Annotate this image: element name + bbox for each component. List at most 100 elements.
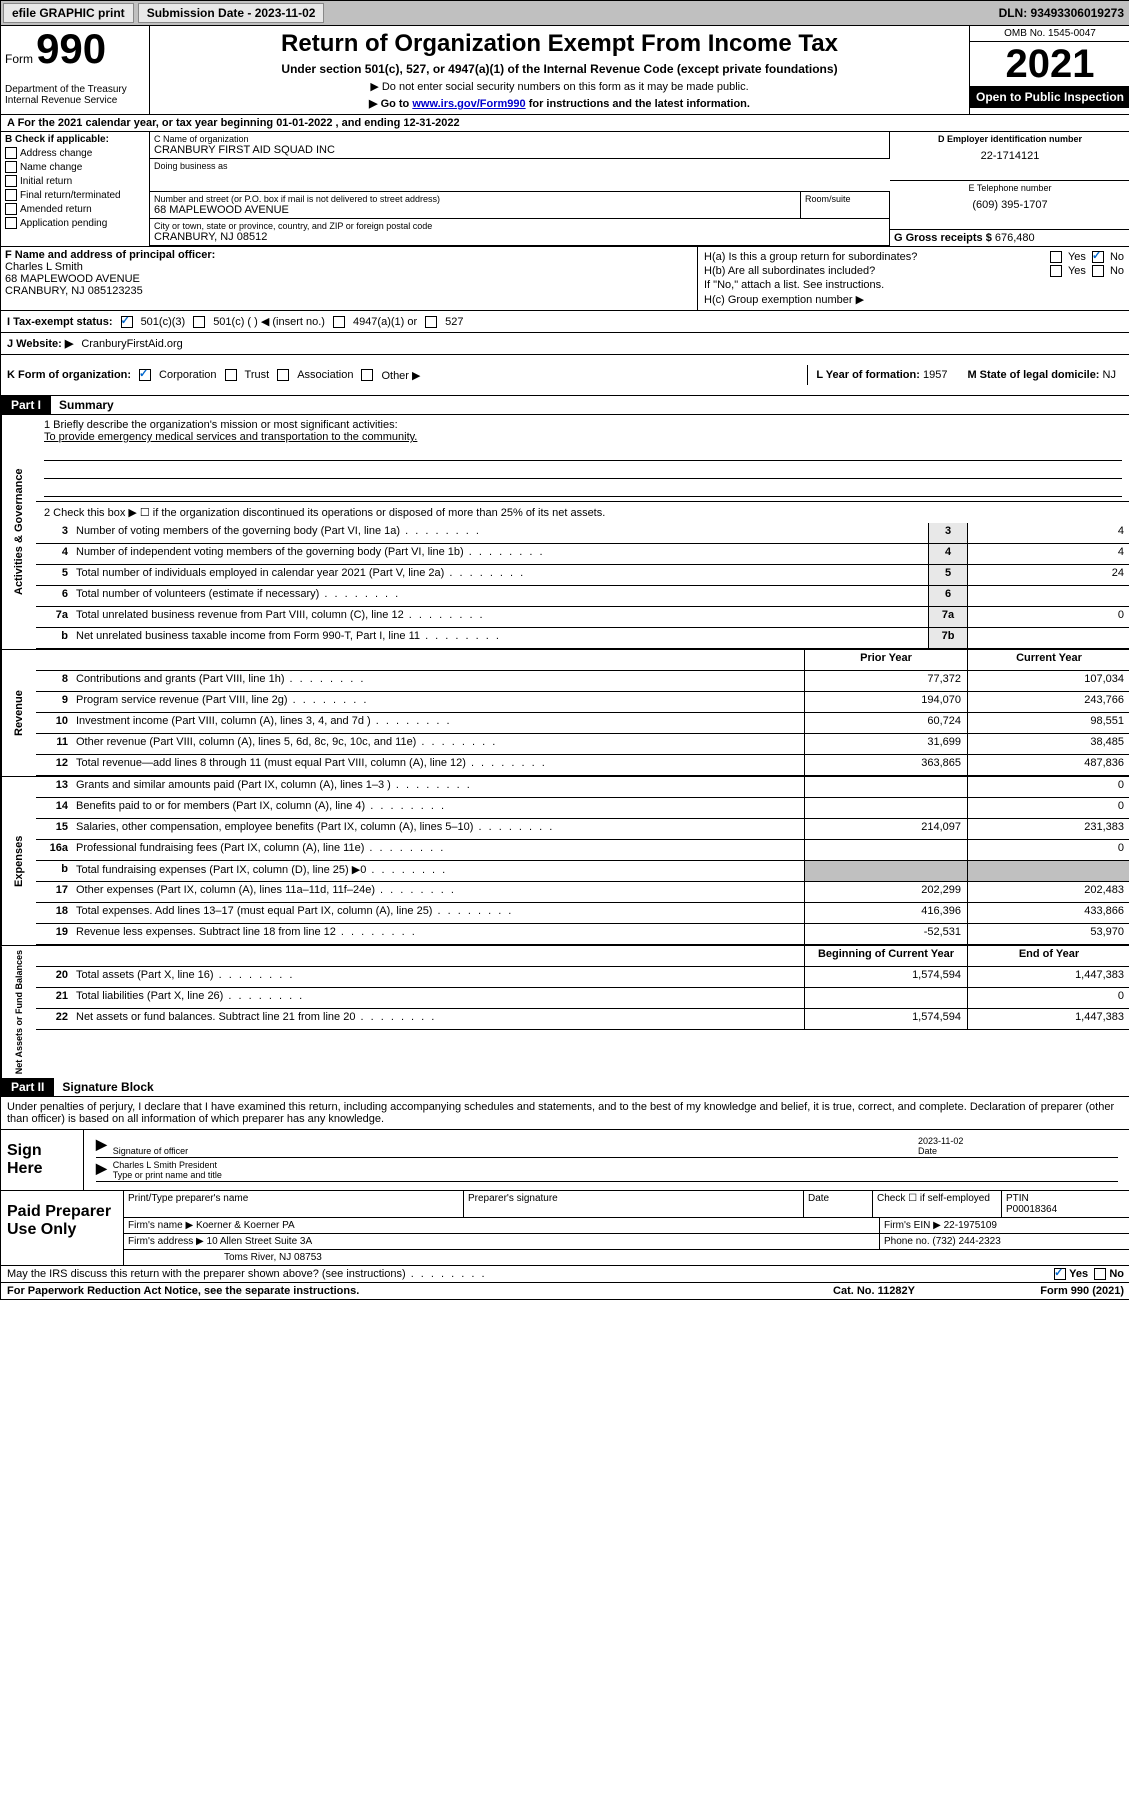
website-row: J Website: ▶ CranburyFirstAid.org [1,333,1129,355]
h-a-line: H(a) Is this a group return for subordin… [704,251,1124,263]
dln-label: DLN: 93493306019273 [999,6,1128,20]
identity-block: B Check if applicable: Address change Na… [1,132,1129,247]
side-revenue: Revenue [1,650,36,776]
summary-line: 12Total revenue—add lines 8 through 11 (… [36,755,1129,776]
firm-addr2: Toms River, NJ 08753 [124,1250,1129,1265]
self-employed-check[interactable]: Check ☐ if self-employed [873,1191,1002,1217]
year-box: OMB No. 1545-0047 2021 Open to Public In… [969,26,1129,114]
cb-trust[interactable] [225,369,237,381]
hb-no[interactable] [1092,265,1104,277]
summary-line: 13Grants and similar amounts paid (Part … [36,777,1129,798]
arrow-icon: ▶ [96,1136,113,1156]
ha-yes[interactable] [1050,251,1062,263]
paid-preparer-label: Paid Preparer Use Only [1,1191,124,1265]
ein-value: 22-1714121 [894,150,1126,162]
ha-no[interactable] [1092,251,1104,263]
cb-amended-return[interactable]: Amended return [5,203,145,215]
city-box: City or town, state or province, country… [150,219,890,246]
ein-box: D Employer identification number 22-1714… [890,132,1129,181]
summary-line: 19Revenue less expenses. Subtract line 1… [36,924,1129,945]
discuss-yes[interactable] [1054,1268,1066,1280]
l-value: 1957 [923,369,947,381]
irs-link[interactable]: www.irs.gov/Form990 [412,98,525,110]
topbar: efile GRAPHIC print Submission Date - 20… [1,1,1129,26]
summary-line: 20Total assets (Part X, line 16)1,574,59… [36,967,1129,988]
dba-box: Doing business as [150,159,890,192]
department-label: Department of the Treasury Internal Reve… [5,84,145,106]
omb-number: OMB No. 1545-0047 [970,26,1129,42]
part-2-title: Signature Block [54,1078,161,1096]
instructions-line: ▶ Go to www.irs.gov/Form990 for instruct… [154,97,965,110]
h-box: H(a) Is this a group return for subordin… [698,247,1129,310]
paperwork-notice: For Paperwork Reduction Act Notice, see … [7,1285,774,1297]
cb-corp[interactable] [139,369,151,381]
h-b-label: H(b) Are all subordinates included? [704,265,1044,277]
city-value: CRANBURY, NJ 08512 [154,231,885,243]
cb-assoc[interactable] [277,369,289,381]
col-de: D Employer identification number 22-1714… [890,132,1129,246]
name-label: C Name of organization [154,134,885,144]
form-ref: Form 990 (2021) [974,1285,1124,1297]
website-value: CranburyFirstAid.org [81,338,182,350]
summary-line: 4Number of independent voting members of… [36,544,1129,565]
ptin-box: PTINP00018364 [1002,1191,1129,1217]
summary-line: 11Other revenue (Part VIII, column (A), … [36,734,1129,755]
form-box: Form 990 Department of the Treasury Inte… [1,26,150,114]
ssn-note: ▶ Do not enter social security numbers o… [154,80,965,93]
cb-final-return[interactable]: Final return/terminated [5,189,145,201]
h-b-line: H(b) Are all subordinates included? Yes … [704,265,1124,277]
cb-527[interactable] [425,316,437,328]
cb-name-change[interactable]: Name change [5,161,145,173]
summary-expenses: Expenses 13Grants and similar amounts pa… [1,776,1129,945]
k-org-row: K Form of organization: Corporation Trus… [1,355,1129,396]
goto-post: for instructions and the latest informat… [526,98,750,110]
form-subtitle: Under section 501(c), 527, or 4947(a)(1)… [154,62,965,76]
summary-revenue: Revenue Prior Year Current Year 8Contrib… [1,649,1129,776]
part-2-header: Part II Signature Block [1,1078,1129,1097]
m-label: M State of legal domicile: [967,369,1099,381]
form-prefix: Form [5,52,33,66]
form-title: Return of Organization Exempt From Incom… [154,30,965,58]
firm-ein: Firm's EIN ▶ 22-1975109 [880,1218,1129,1233]
mission-text: To provide emergency medical services an… [44,431,1122,443]
tax-period: A For the 2021 calendar year, or tax yea… [1,115,1129,132]
footer-row: For Paperwork Reduction Act Notice, see … [1,1282,1129,1299]
cb-501c[interactable] [193,316,205,328]
summary-line: 9Program service revenue (Part VIII, lin… [36,692,1129,713]
summary-line: 5Total number of individuals employed in… [36,565,1129,586]
status-label: I Tax-exempt status: [7,316,113,328]
officer-label: F Name and address of principal officer: [5,249,693,261]
room-box: Room/suite [801,192,890,218]
current-year-header: Current Year [967,650,1129,670]
part-1-header: Part I Summary [1,396,1129,415]
officer-box: F Name and address of principal officer:… [1,247,698,310]
summary-line: 10Investment income (Part VIII, column (… [36,713,1129,734]
side-net: Net Assets or Fund Balances [1,946,36,1078]
side-governance: Activities & Governance [1,415,36,649]
h-a-label: H(a) Is this a group return for subordin… [704,251,1044,263]
cb-address-change[interactable]: Address change [5,147,145,159]
prep-name-label: Print/Type preparer's name [124,1191,464,1217]
cb-4947[interactable] [333,316,345,328]
cb-application-pending[interactable]: Application pending [5,217,145,229]
firm-addr1: Firm's address ▶ 10 Allen Street Suite 3… [124,1234,880,1249]
phone-label: E Telephone number [894,183,1126,193]
org-info: C Name of organization CRANBURY FIRST AI… [150,132,1129,246]
summary-line: 16aProfessional fundraising fees (Part I… [36,840,1129,861]
summary-line: 3Number of voting members of the governi… [36,523,1129,544]
officer-addr2: CRANBURY, NJ 085123235 [5,285,693,297]
signature-field[interactable]: Signature of officer [113,1136,918,1156]
summary-line: 6Total number of volunteers (estimate if… [36,586,1129,607]
hb-yes[interactable] [1050,265,1062,277]
form-header: Form 990 Department of the Treasury Inte… [1,26,1129,115]
discuss-no[interactable] [1094,1268,1106,1280]
cb-501c3[interactable] [121,316,133,328]
ein-label: D Employer identification number [894,134,1126,144]
cb-other[interactable] [361,369,373,381]
efile-button[interactable]: efile GRAPHIC print [3,3,134,23]
sign-here-label: Sign Here [1,1130,84,1190]
phone-box: E Telephone number (609) 395-1707 [890,181,1129,230]
cb-initial-return[interactable]: Initial return [5,175,145,187]
form-number: 990 [36,25,106,72]
mission-blank-1 [44,445,1122,461]
